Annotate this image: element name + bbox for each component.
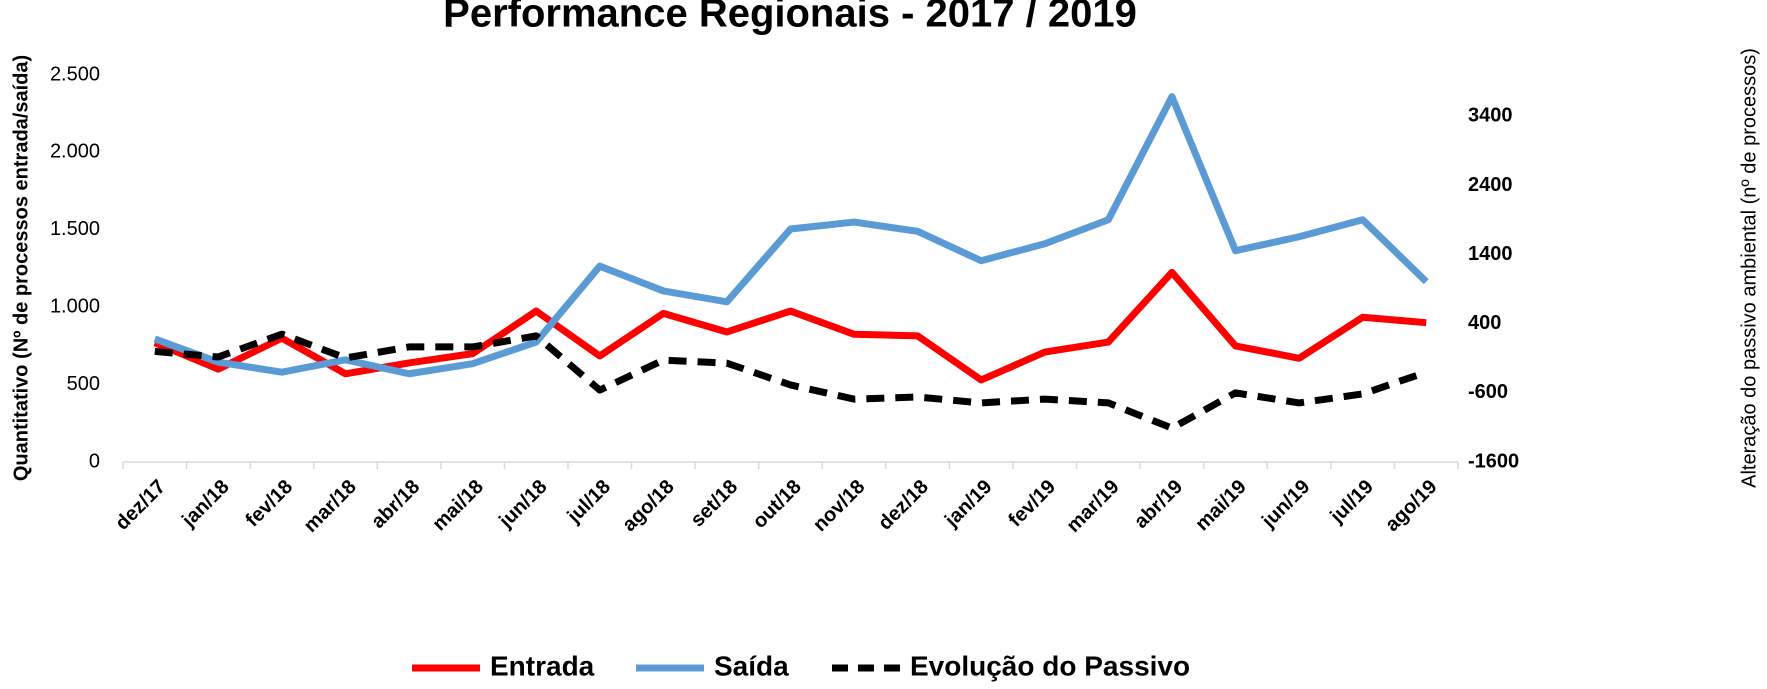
x-tick-label: abr/19 [1130, 476, 1187, 533]
y2-tick-label: -1600 [1468, 450, 1519, 472]
x-tick-label: jan/19 [940, 476, 996, 532]
x-tick-label: jun/18 [494, 476, 551, 533]
x-tick-label: ago/18 [618, 476, 678, 536]
x-tick-label: jul/19 [1325, 476, 1377, 528]
y2-axis-title: Alteração do passivo ambiental (nº de pr… [1738, 48, 1760, 488]
x-tick-label: abr/18 [367, 476, 424, 533]
x-tick-label: jul/18 [563, 476, 615, 528]
x-tick-label: fev/18 [242, 476, 298, 532]
y2-tick-label: 3400 [1468, 105, 1513, 127]
legend-label: Saída [714, 650, 789, 681]
y-tick-label: 1.000 [50, 295, 100, 317]
y2-tick-label: 2400 [1468, 174, 1513, 196]
y2-tick-label: 400 [1468, 312, 1501, 334]
x-tick-label: mar/18 [300, 476, 361, 537]
x-tick-label: out/18 [749, 476, 806, 533]
y-tick-label: 2.500 [50, 63, 100, 85]
x-tick-label: nov/18 [809, 476, 869, 536]
y2-tick-label: -600 [1468, 381, 1508, 403]
y-tick-label: 2.000 [50, 141, 100, 163]
chart-title: Performance Regionais - 2017 / 2019 [443, 0, 1137, 36]
x-tick-label: ago/19 [1381, 476, 1441, 536]
legend-label: Evolução do Passivo [910, 650, 1190, 681]
y-tick-label: 500 [67, 373, 100, 395]
x-tick-label: fev/19 [1004, 476, 1060, 532]
legend-label: Entrada [490, 650, 595, 681]
x-tick-label: mai/18 [428, 476, 488, 536]
series-line [154, 330, 1428, 432]
series-line [153, 268, 1427, 384]
y-tick-label: 0 [89, 450, 100, 472]
x-tick-label: set/18 [687, 476, 743, 532]
series-line [153, 93, 1429, 378]
y-axis-title: Quantitativo (Nº de processos entrada/sa… [10, 55, 32, 481]
x-tick-label: jun/19 [1257, 476, 1314, 533]
y2-tick-label: 1400 [1468, 243, 1513, 265]
x-tick-label: dez/18 [874, 476, 933, 535]
x-tick-label: mar/19 [1062, 476, 1123, 537]
x-tick-label: jan/18 [177, 476, 233, 532]
y-tick-label: 1.500 [50, 218, 100, 240]
x-tick-label: mai/19 [1191, 476, 1251, 536]
x-tick-label: dez/17 [111, 476, 170, 535]
